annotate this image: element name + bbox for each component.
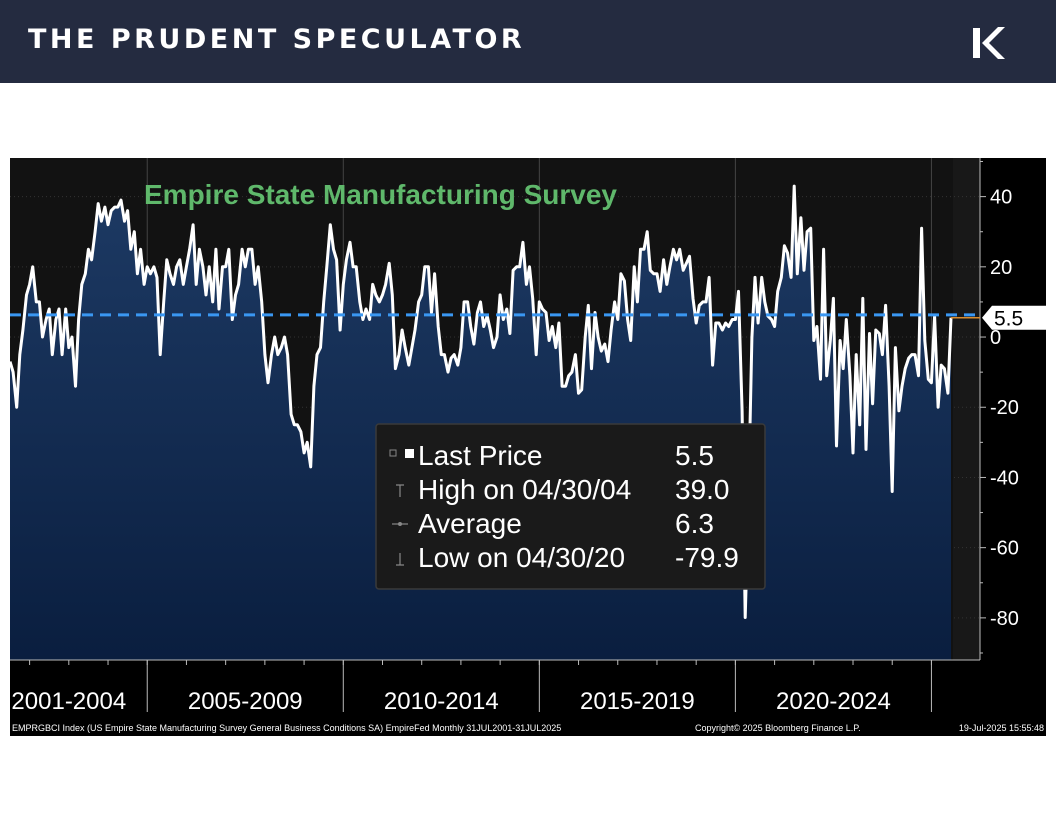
legend-box: Last Price 5.5 High on 04/30/04 39.0 Ave… [375, 423, 766, 590]
legend-label-low: Low on 04/30/20 [418, 542, 625, 573]
tps-k-logo-icon [973, 27, 1005, 59]
last-price-icon [405, 449, 414, 458]
y-axis: 40 20 0 -20 -40 -60 -80 [980, 161, 1019, 654]
x-period-label: 2020-2024 [776, 688, 891, 715]
legend-entry-low: Low on 04/30/20 -79.9 [396, 542, 739, 573]
chart-footer: EMPRGBCI Index (US Empire State Manufact… [12, 723, 1044, 733]
legend-entry-average: Average 6.3 [392, 508, 714, 539]
y-tick-label: 40 [990, 187, 1012, 209]
legend-value-low: -79.9 [675, 542, 739, 573]
legend-label-high: High on 04/30/04 [418, 474, 631, 505]
legend-value-last-price: 5.5 [675, 440, 714, 471]
legend-value-average: 6.3 [675, 508, 714, 539]
series-line [10, 184, 953, 619]
y-tick-label: -80 [990, 608, 1019, 630]
x-axis: 2001-2004 2005-2009 2010-2014 2015-2019 2020… [10, 659, 980, 715]
page-header: THE PRUDENT SPECULATOR [0, 0, 1056, 83]
last-price-icon-frame [389, 449, 397, 457]
legend-entry-last-price: Last Price 5.5 [389, 440, 714, 471]
y-tick-label: -40 [990, 467, 1019, 489]
legend-label-last-price: Last Price [418, 440, 543, 471]
last-price-tag-label: 5.5 [994, 308, 1023, 331]
legend-entry-high: High on 04/30/04 39.0 [396, 474, 730, 505]
empire-state-chart: Empire State Manufacturing Survey 40 20 0 -… [10, 158, 1046, 733]
x-period-label: 2015-2019 [580, 688, 695, 715]
y-tick-label: -20 [990, 397, 1019, 419]
legend-label-average: Average [418, 508, 522, 539]
y-tick-label: 20 [990, 257, 1012, 279]
x-period-label: 2010-2014 [384, 688, 499, 715]
footer-copyright: Copyright© 2025 Bloomberg Finance L.P. [695, 723, 861, 733]
x-period-label: 2001-2004 [11, 688, 126, 715]
last-price-tag [982, 305, 1046, 330]
post-data-shade [953, 158, 980, 660]
high-marker-icon [396, 484, 404, 497]
brand-title: THE PRUDENT SPECULATOR [28, 24, 526, 55]
last-price-marker: 5.5 [951, 305, 1046, 331]
chart-panel: Empire State Manufacturing Survey 40 20 0 -… [10, 158, 1046, 736]
x-period-label: 2005-2009 [188, 688, 303, 715]
y-tick-label: -60 [990, 538, 1019, 560]
footer-ticker-description: EMPRGBCI Index (US Empire State Manufact… [12, 723, 561, 733]
legend-background [375, 423, 766, 590]
chart-title: Empire State Manufacturing Survey [144, 179, 617, 210]
average-marker-dot [398, 522, 402, 526]
footer-timestamp: 19-Jul-2025 15:55:48 [959, 723, 1044, 733]
legend-value-high: 39.0 [675, 474, 730, 505]
low-marker-icon [396, 553, 404, 566]
y-tick-label: 0 [990, 327, 1001, 349]
